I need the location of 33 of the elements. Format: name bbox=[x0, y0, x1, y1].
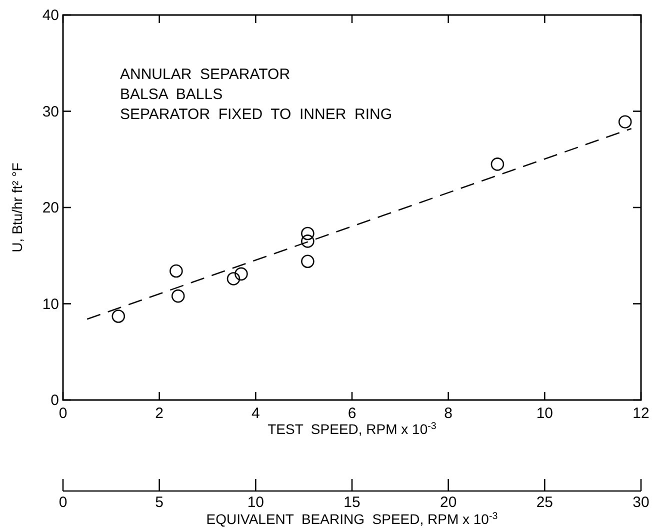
point bbox=[301, 234, 314, 248]
x-tick-label: 2 bbox=[155, 405, 164, 422]
point bbox=[234, 267, 248, 281]
y-tick-label: 30 bbox=[42, 103, 59, 120]
x-tick-label: 10 bbox=[536, 405, 554, 422]
annotation: SEPARATOR FIXED TO INNER RING bbox=[120, 106, 392, 123]
point bbox=[226, 272, 240, 286]
x2-tick-label: 30 bbox=[632, 494, 650, 511]
x-tick-label: 8 bbox=[444, 405, 453, 422]
y-tick-label: 20 bbox=[42, 200, 59, 216]
y-tick-label: 40 bbox=[42, 7, 59, 24]
y-tick-label: 10 bbox=[42, 296, 59, 313]
annotation: BALSA BALLS bbox=[120, 86, 223, 103]
x-axis-title: TEST SPEED, RPM x 10$^{-3}$ bbox=[268, 420, 437, 437]
x-tick-label: 6 bbox=[348, 405, 356, 422]
point bbox=[170, 264, 183, 278]
point bbox=[618, 115, 632, 128]
y-axis-title: U, Btu/hr ft² °F bbox=[9, 162, 25, 252]
point bbox=[490, 158, 504, 171]
y-tick-label: 0 bbox=[50, 392, 59, 409]
x2-tick-label: 20 bbox=[440, 494, 457, 511]
x-tick-label: 12 bbox=[632, 405, 650, 422]
x2-tick-label: 15 bbox=[344, 494, 360, 511]
x2-tick-label: 10 bbox=[247, 494, 264, 511]
point bbox=[112, 310, 126, 323]
x-tick-label: 4 bbox=[251, 405, 260, 422]
point bbox=[301, 254, 314, 268]
x2-tick-label: 5 bbox=[155, 494, 164, 511]
point bbox=[301, 226, 314, 240]
x2-tick-label: 25 bbox=[536, 494, 554, 511]
annotation: ANNULAR SEPARATOR bbox=[120, 66, 290, 83]
point bbox=[171, 289, 185, 303]
x2-axis-title: EQUIVALENT BEARING SPEED, RPM x 10$^{-3}$ bbox=[206, 510, 498, 527]
